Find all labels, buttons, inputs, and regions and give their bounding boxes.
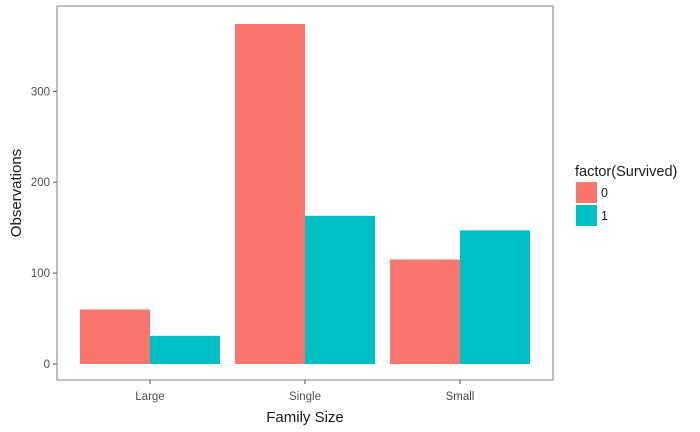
y-axis: 0 100 200 300 [31, 86, 57, 371]
y-tick-label-100: 100 [31, 268, 50, 280]
bar-single-survived-0 [235, 24, 305, 364]
y-axis-title: Observations [8, 149, 25, 237]
legend-label-0: 0 [601, 186, 608, 200]
y-tick-label-0: 0 [44, 359, 50, 371]
bar-small-survived-1 [460, 230, 530, 364]
x-axis-title: Family Size [266, 409, 344, 426]
legend-label-1: 1 [601, 209, 608, 223]
x-tick-label-large: Large [135, 391, 164, 403]
x-axis: Large Single Small [135, 380, 474, 403]
y-tick-label-300: 300 [31, 86, 50, 98]
legend-key-0 [576, 182, 597, 203]
legend: factor(Survived) 0 1 [575, 164, 677, 226]
bar-single-survived-1 [305, 215, 375, 364]
bar-small-survived-0 [390, 259, 460, 364]
x-tick-label-small: Small [446, 391, 475, 403]
bar-large-survived-0 [80, 309, 150, 364]
bars-layer [80, 24, 530, 364]
legend-key-1 [576, 205, 597, 226]
x-tick-label-single: Single [289, 391, 321, 403]
y-tick-label-200: 200 [31, 177, 50, 189]
legend-title: factor(Survived) [575, 164, 677, 180]
bar-large-survived-1 [150, 335, 220, 364]
